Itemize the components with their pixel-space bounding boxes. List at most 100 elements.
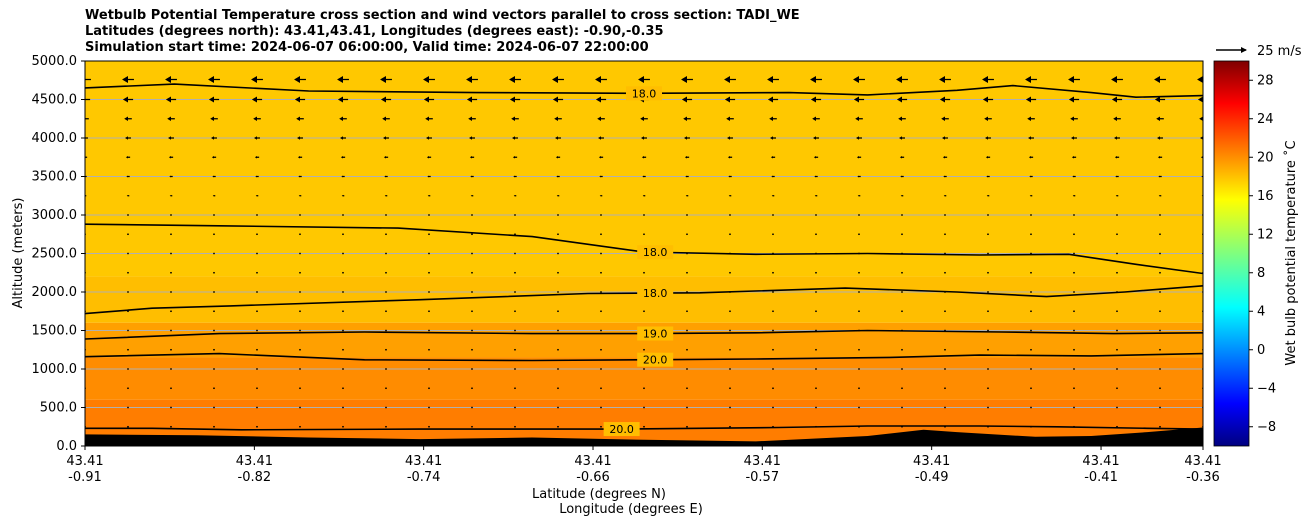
wind-vector (1028, 136, 1034, 140)
wind-vector (471, 348, 473, 351)
wind-vector (1073, 387, 1075, 390)
wind-vector (810, 96, 822, 103)
wind-vector (815, 233, 817, 236)
contour-line (85, 425, 1203, 431)
wind-vector (1027, 116, 1035, 122)
wind-vector (815, 291, 817, 293)
wind-vector (342, 425, 344, 428)
wind-vector (939, 96, 951, 103)
wind-vector (556, 194, 560, 197)
wind-vector (213, 406, 215, 409)
wind-vector (385, 291, 387, 293)
wind-vector (812, 116, 820, 122)
wind-vector (1073, 368, 1075, 370)
wind-vector (896, 75, 908, 83)
contour-label-bg (626, 86, 662, 101)
contour-line (85, 285, 1203, 315)
wind-vector (170, 348, 172, 351)
wind-vector (122, 75, 134, 83)
wind-vector (380, 96, 392, 103)
wind-vector (127, 291, 129, 293)
wind-vector (987, 329, 989, 332)
wind-vector (767, 75, 779, 83)
wind-vector (600, 214, 602, 216)
wind-vector (600, 310, 602, 313)
wind-vector (729, 368, 731, 370)
wind-vector (255, 194, 259, 197)
wind-vector (814, 194, 818, 197)
x-tick-label-lat: 43.41 (1184, 454, 1221, 469)
wind-vector (342, 310, 344, 313)
wind-vector (814, 175, 818, 178)
wind-vector (337, 75, 349, 83)
wind-vector (985, 136, 991, 140)
wind-vector (299, 348, 301, 351)
contour-label-bg (637, 245, 674, 260)
x-tick-label-lon: -0.49 (915, 470, 949, 485)
wind-vector (726, 116, 734, 122)
wind-vector (900, 194, 904, 197)
wind-vector (681, 75, 693, 83)
wind-vector (384, 194, 388, 197)
wind-vector (385, 406, 387, 409)
x-axis-label-latitude: Latitude (degrees N) (532, 487, 666, 502)
wind-vector (298, 194, 302, 197)
wind-vector (340, 155, 346, 159)
x-tick-label-lon: -0.82 (238, 470, 272, 485)
wind-vector (342, 406, 344, 409)
wind-vector (557, 368, 559, 370)
wind-vector (856, 136, 862, 140)
wind-vector (686, 387, 688, 390)
wind-vector (685, 175, 689, 178)
wind-vector (858, 310, 860, 313)
wind-vector (299, 425, 301, 428)
wind-vector (1030, 214, 1032, 216)
wind-vector (856, 155, 862, 159)
wind-vector (509, 96, 521, 103)
wind-vector (858, 271, 860, 274)
wind-vector (423, 96, 435, 103)
wind-vector (557, 233, 559, 236)
wind-vector (944, 271, 946, 274)
wind-vector (1158, 175, 1162, 178)
wind-vector (127, 214, 129, 216)
wind-vector (556, 175, 560, 178)
wind-vector (122, 96, 134, 103)
wind-vector (600, 291, 602, 293)
wind-vector (1073, 329, 1075, 332)
wind-vector (297, 155, 303, 159)
wind-vector (987, 214, 989, 216)
wind-vector (126, 175, 130, 178)
wind-vector (428, 310, 430, 313)
wind-vector (557, 348, 559, 351)
wind-vector (815, 368, 817, 370)
wind-vector (256, 291, 258, 293)
wind-vector (557, 329, 559, 332)
wind-vector (299, 291, 301, 293)
wind-vector (686, 348, 688, 351)
x-tick-label-lat: 43.41 (574, 454, 611, 469)
wind-vector (728, 194, 732, 197)
title-line-3: Simulation start time: 2024-06-07 06:00:… (85, 40, 649, 55)
wind-vector (1072, 175, 1076, 178)
wind-vector (1159, 348, 1161, 351)
wind-vector (385, 425, 387, 428)
wind-vector (170, 425, 172, 428)
colorbar-tick-label: 0 (1257, 343, 1265, 358)
wind-vector (772, 387, 774, 390)
wind-vector (1072, 194, 1076, 197)
wind-vector (471, 406, 473, 409)
wind-vector (600, 368, 602, 370)
contour-label: 18.0 (643, 246, 668, 259)
wind-vector (772, 291, 774, 293)
title-line-2: Latitudes (degrees north): 43.41,43.41, … (85, 24, 664, 39)
wind-vector (127, 233, 129, 236)
wind-vector (987, 233, 989, 236)
wind-vector (896, 96, 908, 103)
wind-vector (170, 271, 172, 274)
wind-vector (901, 233, 903, 236)
wind-vector (643, 233, 645, 236)
wind-vector (426, 155, 432, 159)
wind-vector (815, 310, 817, 313)
contour-line (85, 352, 1203, 362)
